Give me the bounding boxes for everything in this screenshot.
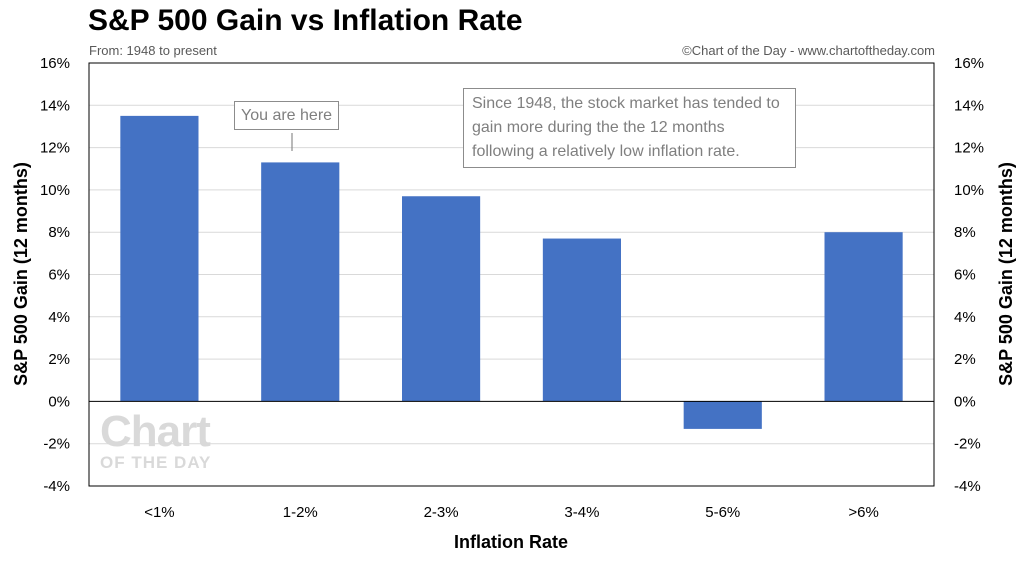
- y-tick-label: -4%: [43, 478, 70, 495]
- y-tick-label: 12%: [954, 140, 984, 157]
- you-are-here-callout: You are here: [234, 101, 340, 130]
- y-tick-label: 4%: [48, 309, 70, 326]
- watermark-line2: OF THE DAY: [100, 453, 212, 472]
- y-tick-label: 2%: [48, 351, 70, 368]
- bars: [120, 115, 903, 429]
- y-tick-label: 6%: [954, 267, 976, 284]
- y-tick-label: 6%: [48, 267, 70, 284]
- y-tick-label: -2%: [43, 436, 70, 453]
- y-tick-label: 2%: [954, 351, 976, 368]
- bar: [542, 238, 621, 402]
- chart-subtitle: From: 1948 to present: [89, 43, 217, 58]
- y-tick-label: 14%: [40, 97, 70, 114]
- x-tick-label: >6%: [848, 504, 878, 521]
- bar: [683, 401, 762, 429]
- chart-credit: ©Chart of the Day - www.chartoftheday.co…: [682, 43, 935, 58]
- watermark-line1: Chart: [100, 407, 211, 456]
- y-axis-title-right: S&P 500 Gain (12 months): [996, 162, 1016, 386]
- y-tick-label: 12%: [40, 140, 70, 157]
- note-callout: Since 1948, the stock market has tended …: [463, 88, 796, 168]
- y-tick-label: -4%: [954, 478, 981, 495]
- bar: [120, 115, 199, 402]
- y-tick-label: 14%: [954, 97, 984, 114]
- y-tick-label: 16%: [40, 55, 70, 72]
- x-tick-labels: <1% 1-2% 2-3% 3-4% 5-6% >6%: [144, 504, 879, 521]
- bar: [402, 196, 481, 402]
- axes: [88, 62, 935, 487]
- x-axis-title: Inflation Rate: [454, 532, 568, 552]
- bar: [824, 232, 903, 402]
- chart-title: S&P 500 Gain vs Inflation Rate: [88, 4, 523, 37]
- x-tick-label: <1%: [144, 504, 174, 521]
- x-tick-label: 2-3%: [424, 504, 459, 521]
- y-tick-label: 16%: [954, 55, 984, 72]
- chart-of-the-day-watermark: Chart OF THE DAY: [100, 407, 212, 472]
- x-tick-label: 5-6%: [705, 504, 740, 521]
- y-tick-label: 0%: [48, 393, 70, 410]
- y-tick-label: 10%: [40, 182, 70, 199]
- plot-area-border: [88, 62, 935, 487]
- bar: [261, 162, 340, 402]
- x-tick-label: 1-2%: [283, 504, 318, 521]
- y-tick-labels-right: -4% -2% 0% 2% 4% 6% 8% 10% 12% 14% 16%: [954, 55, 984, 495]
- y-tick-label: 4%: [954, 309, 976, 326]
- y-tick-labels-left: -4% -2% 0% 2% 4% 6% 8% 10% 12% 14% 16%: [40, 55, 70, 495]
- y-tick-label: -2%: [954, 436, 981, 453]
- x-tick-label: 3-4%: [564, 504, 599, 521]
- y-tick-label: 8%: [954, 224, 976, 241]
- y-tick-label: 0%: [954, 393, 976, 410]
- y-axis-title-left: S&P 500 Gain (12 months): [11, 162, 31, 386]
- y-tick-label: 8%: [48, 224, 70, 241]
- y-tick-label: 10%: [954, 182, 984, 199]
